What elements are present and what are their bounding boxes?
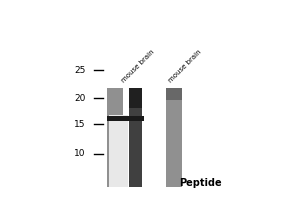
Bar xyxy=(166,88,182,100)
Text: 10: 10 xyxy=(74,149,85,158)
Text: mouse brain: mouse brain xyxy=(167,48,202,83)
Text: −: − xyxy=(120,175,130,188)
Bar xyxy=(107,116,144,121)
Bar xyxy=(123,88,129,187)
Text: 15: 15 xyxy=(74,120,85,129)
Bar xyxy=(142,88,163,187)
Bar xyxy=(107,88,123,187)
Bar xyxy=(109,115,128,187)
Text: 20: 20 xyxy=(74,94,85,103)
Text: 25: 25 xyxy=(74,66,85,75)
Bar xyxy=(129,88,142,108)
Bar xyxy=(166,88,182,187)
Text: Peptide: Peptide xyxy=(179,178,222,188)
Bar xyxy=(129,108,142,187)
Text: mouse brain: mouse brain xyxy=(121,48,156,83)
Text: +: + xyxy=(148,175,159,188)
